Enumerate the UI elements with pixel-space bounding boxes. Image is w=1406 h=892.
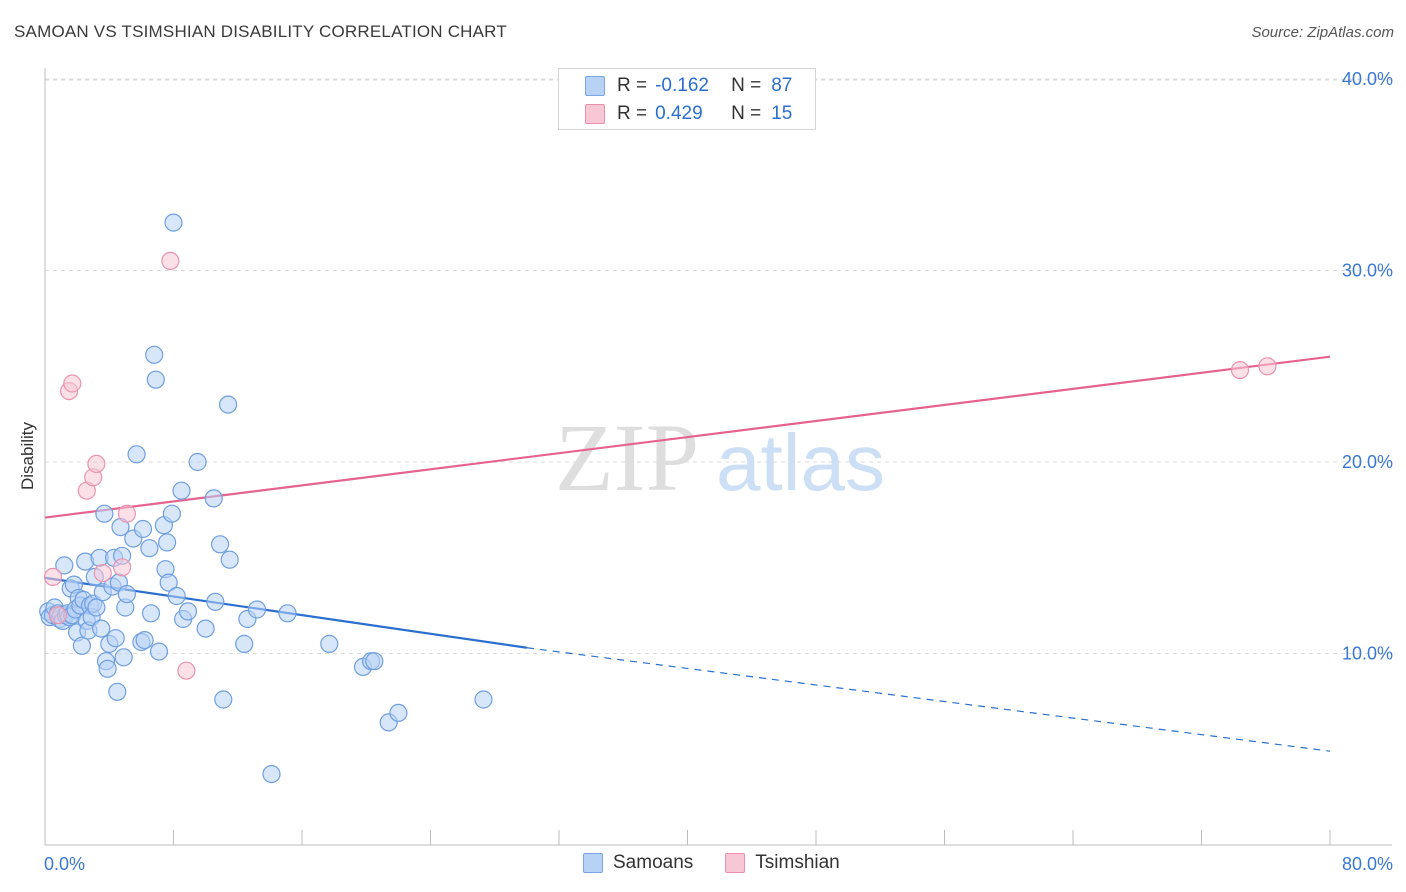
legend-label-samoans: Samoans bbox=[613, 852, 694, 873]
samoans-point bbox=[133, 519, 153, 539]
legend-swatch-blue bbox=[583, 853, 603, 873]
samoans-point bbox=[167, 586, 186, 606]
samoans-point bbox=[106, 629, 125, 648]
tsimshian-point bbox=[87, 454, 106, 473]
legend-label-tsimshian: Tsimshian bbox=[755, 852, 840, 873]
legend-item-samoans: Samoans bbox=[583, 852, 693, 874]
r-value: 0.429 bbox=[655, 103, 703, 124]
tsimshian-point bbox=[1258, 357, 1277, 376]
legend-row-tsimshian: R = 0.429 N = 15 bbox=[585, 101, 792, 127]
samoans-point bbox=[206, 592, 225, 611]
legend-swatch-pink bbox=[585, 104, 605, 124]
samoans-point bbox=[178, 602, 198, 621]
tsimshian-point bbox=[43, 567, 63, 587]
samoans-point bbox=[140, 539, 159, 558]
y-tick-label: 20.0% bbox=[1342, 452, 1393, 472]
samoans-point bbox=[220, 550, 239, 569]
source-label: Source: ZipAtlas.com bbox=[1251, 24, 1394, 41]
correlation-legend: R = -0.162 N = 87 R = 0.429 N = 15 bbox=[558, 68, 816, 130]
samoans-point bbox=[95, 504, 114, 523]
samoans-point bbox=[320, 634, 339, 654]
axes bbox=[44, 68, 1392, 846]
samoans-point bbox=[365, 652, 384, 671]
tsimshian-point bbox=[112, 558, 132, 577]
watermark-zip: ZIP bbox=[555, 404, 699, 511]
n-label: N = bbox=[731, 103, 762, 124]
samoans-point bbox=[72, 636, 92, 655]
samoans-point bbox=[141, 604, 161, 623]
tsimshian-point bbox=[117, 504, 137, 523]
samoans-point bbox=[114, 648, 133, 667]
samoans-point bbox=[92, 619, 111, 638]
tick-labels: 10.0% 20.0% 30.0% 40.0% 0.0% 80.0% bbox=[44, 69, 1393, 874]
samoans-point bbox=[145, 345, 164, 364]
samoans-point bbox=[164, 213, 183, 232]
y-axis-label: Disability bbox=[18, 421, 37, 490]
r-label: R = bbox=[617, 103, 648, 124]
samoans-point bbox=[247, 600, 267, 619]
samoans-trend-extension bbox=[526, 647, 1331, 752]
y-tick-label: 30.0% bbox=[1342, 261, 1393, 281]
samoans-point bbox=[162, 504, 181, 523]
samoans-point bbox=[158, 533, 177, 552]
y-tick-label: 10.0% bbox=[1342, 644, 1393, 664]
tsimshian-point bbox=[1230, 361, 1250, 380]
legend-swatch-blue bbox=[585, 76, 605, 96]
r-label: R = bbox=[617, 75, 648, 96]
watermark: ZIP atlas bbox=[555, 404, 885, 511]
samoans-point bbox=[159, 573, 178, 592]
n-value: 15 bbox=[771, 103, 793, 124]
chart-title: SAMOAN VS TSIMSHIAN DISABILITY CORRELATI… bbox=[14, 22, 507, 41]
samoans-point bbox=[127, 445, 146, 464]
tsimshian-trend-line bbox=[44, 355, 1331, 519]
samoans-point bbox=[135, 630, 154, 650]
samoans-point bbox=[219, 395, 238, 414]
samoans-point bbox=[55, 556, 74, 575]
samoans-point bbox=[149, 642, 169, 661]
tsimshian-point bbox=[63, 374, 82, 393]
r-value: -0.162 bbox=[655, 75, 709, 96]
samoans-point bbox=[172, 481, 191, 500]
samoans-point bbox=[262, 764, 281, 784]
y-tick-label: 40.0% bbox=[1342, 69, 1393, 89]
legend-swatch-pink bbox=[725, 853, 746, 873]
samoans-point bbox=[204, 489, 223, 508]
samoans-point bbox=[278, 604, 297, 623]
legend-item-tsimshian: Tsimshian bbox=[725, 852, 840, 874]
samoans-point bbox=[196, 619, 215, 638]
tsimshian-point bbox=[161, 251, 180, 270]
watermark-atlas: atlas bbox=[716, 418, 885, 507]
samoans-point bbox=[108, 682, 127, 701]
x-tick-label-min: 0.0% bbox=[44, 854, 85, 874]
tsimshian-point bbox=[48, 606, 68, 625]
tsimshian-point bbox=[93, 563, 112, 583]
n-label: N = bbox=[731, 75, 762, 96]
samoans-point bbox=[235, 634, 254, 654]
samoans-point bbox=[214, 690, 233, 709]
legend-row-samoans: R = -0.162 N = 87 bbox=[585, 73, 792, 99]
data-points bbox=[39, 213, 1277, 784]
series-legend: Samoans Tsimshian bbox=[583, 852, 872, 874]
grid-lines bbox=[45, 78, 1392, 654]
samoans-point bbox=[146, 370, 165, 389]
samoans-point bbox=[211, 535, 230, 554]
tsimshian-point bbox=[177, 661, 196, 680]
samoans-point bbox=[389, 703, 408, 723]
samoans-point bbox=[117, 584, 137, 604]
n-value: 87 bbox=[771, 75, 793, 96]
x-tick-label-max: 80.0% bbox=[1342, 854, 1393, 874]
samoans-point bbox=[98, 659, 117, 678]
samoans-point bbox=[87, 598, 106, 617]
samoans-point bbox=[188, 452, 207, 472]
samoans-point bbox=[474, 690, 493, 709]
